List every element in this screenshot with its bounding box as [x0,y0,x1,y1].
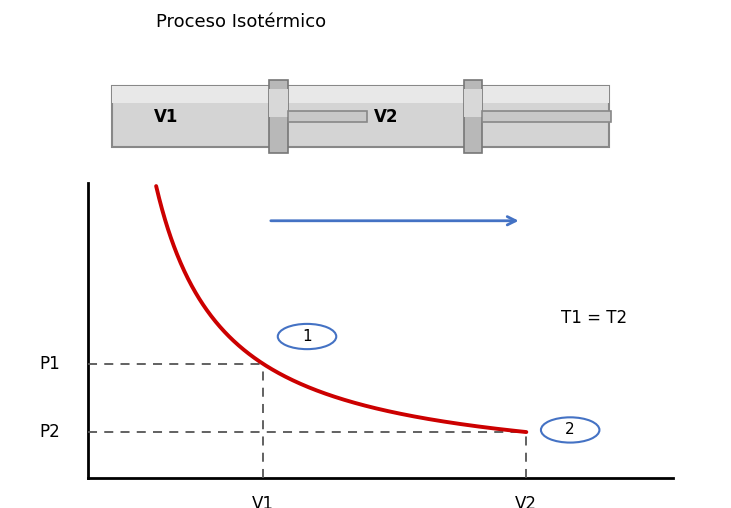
FancyBboxPatch shape [463,89,482,117]
FancyBboxPatch shape [112,86,609,147]
FancyBboxPatch shape [482,111,611,122]
Text: P1: P1 [39,355,61,373]
Text: V1: V1 [154,108,178,126]
FancyBboxPatch shape [269,89,288,117]
Circle shape [278,324,336,349]
Text: V2: V2 [515,495,537,508]
FancyBboxPatch shape [112,86,609,104]
Text: T1 = T2: T1 = T2 [561,308,628,327]
Text: 2: 2 [565,423,575,437]
Circle shape [541,418,599,442]
FancyBboxPatch shape [269,80,288,153]
Text: Proceso Isotérmico: Proceso Isotérmico [156,13,326,30]
Text: V2: V2 [374,108,398,126]
FancyBboxPatch shape [463,80,482,153]
Text: V1: V1 [252,495,274,508]
FancyBboxPatch shape [288,111,367,122]
Text: 1: 1 [302,329,312,344]
Text: P2: P2 [39,423,61,441]
